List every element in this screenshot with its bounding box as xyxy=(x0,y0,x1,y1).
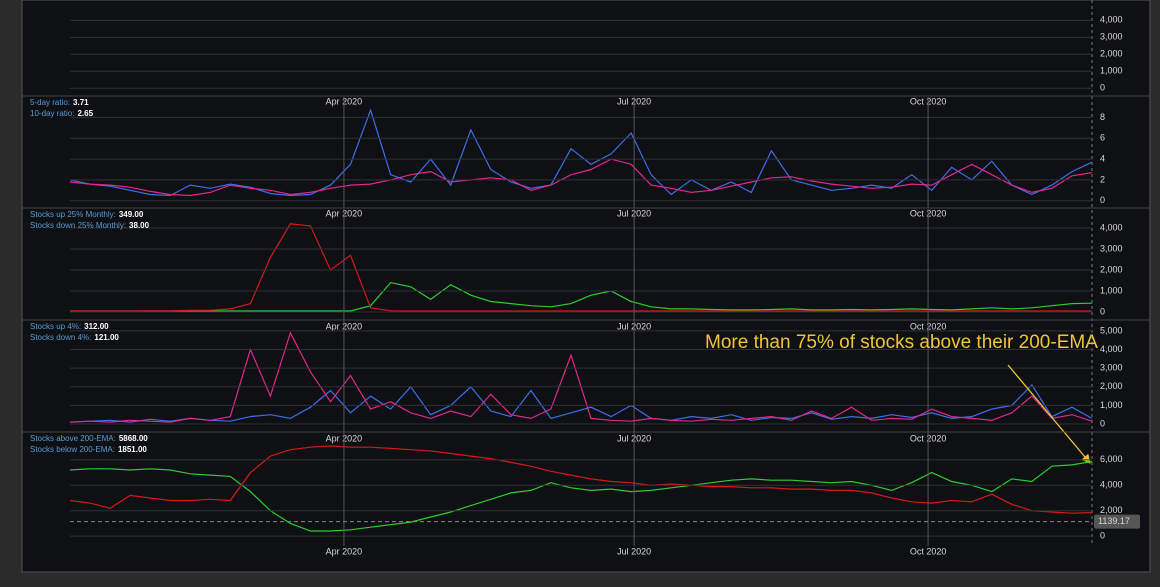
y-tick-label: 0 xyxy=(1100,418,1105,428)
y-tick-label: 1,000 xyxy=(1100,285,1123,295)
y-tick-label: 1,000 xyxy=(1100,66,1123,76)
legend-name: Stocks down 25% Monthly: xyxy=(30,221,126,230)
legend-value: 349.00 xyxy=(119,210,144,219)
y-tick-label: 5,000 xyxy=(1100,325,1123,335)
chart-background xyxy=(21,0,1151,573)
annotation-arrow xyxy=(1007,364,1091,464)
legend-value: 1851.00 xyxy=(118,445,147,454)
y-tick-label: 4,000 xyxy=(1100,222,1123,232)
panel xyxy=(70,445,1092,532)
y-tick-label: 2,000 xyxy=(1100,264,1123,274)
y-tick-label: 2,000 xyxy=(1100,381,1123,391)
legend-entry: 5-day ratio: 3.71 xyxy=(30,98,89,107)
x-tick-label: Jul 2020 xyxy=(617,546,651,556)
legend-value: 312.00 xyxy=(84,322,109,331)
legend-name: Stocks up 4%: xyxy=(30,322,81,331)
annotation: More than 75% of stocks above their 200-… xyxy=(705,332,1098,353)
y-tick-label: 8 xyxy=(1100,112,1105,122)
series-line xyxy=(70,108,1092,197)
series-line xyxy=(70,445,1092,514)
price-label: 1139.17 xyxy=(1098,516,1130,526)
legend-name: Stocks up 25% Monthly: xyxy=(30,210,116,219)
legend-entry: Stocks up 25% Monthly: 349.00 xyxy=(30,210,144,219)
y-tick-label: 1,000 xyxy=(1100,400,1123,410)
series-line xyxy=(70,281,1092,312)
legend-value: 2.65 xyxy=(77,109,93,118)
y-tick-label: 4,000 xyxy=(1100,344,1123,354)
price-box xyxy=(1094,514,1140,529)
legend-entry: Stocks above 200-EMA: 5868.00 xyxy=(30,434,148,443)
x-tick-label: Oct 2020 xyxy=(910,546,947,556)
y-tick-label: 0 xyxy=(1100,83,1105,93)
y-tick-label: 2,000 xyxy=(1100,505,1123,515)
legend-entry: Stocks up 4%: 312.00 xyxy=(30,322,109,331)
legend-entry: Stocks down 25% Monthly: 38.00 xyxy=(30,221,150,230)
legend-name: Stocks above 200-EMA: xyxy=(30,434,116,443)
series-line xyxy=(70,158,1092,197)
y-tick-label: 6,000 xyxy=(1100,454,1123,464)
y-tick-label: 0 xyxy=(1100,306,1105,316)
legend-entry: 10-day ratio: 2.65 xyxy=(30,109,94,118)
series-line xyxy=(70,383,1092,423)
y-tick-label: 2,000 xyxy=(1100,49,1123,59)
y-tick-label: 0 xyxy=(1100,530,1105,540)
y-tick-label: 6 xyxy=(1100,133,1105,143)
y-tick-label: 0 xyxy=(1100,195,1105,205)
legend-name: 5-day ratio: xyxy=(30,98,70,107)
legend-value: 3.71 xyxy=(73,98,89,107)
x-tick-label: Apr 2020 xyxy=(326,546,363,556)
y-tick-label: 2 xyxy=(1100,174,1105,184)
panel xyxy=(70,108,1092,197)
legend-name: 10-day ratio: xyxy=(30,109,74,118)
y-tick-label: 4 xyxy=(1100,153,1105,163)
legend-entry: Stocks down 4%: 121.00 xyxy=(30,333,119,342)
legend-value: 5868.00 xyxy=(119,434,148,443)
legend-value: 121.00 xyxy=(94,333,119,342)
series-line xyxy=(70,223,1092,312)
y-tick-label: 4,000 xyxy=(1100,480,1123,490)
y-tick-label: 3,000 xyxy=(1100,32,1123,42)
legend-name: Stocks down 4%: xyxy=(30,333,91,342)
y-tick-label: 3,000 xyxy=(1100,243,1123,253)
legend-value: 38.00 xyxy=(129,221,150,230)
series-line xyxy=(70,460,1092,532)
legend-name: Stocks below 200-EMA: xyxy=(30,445,115,454)
y-tick-label: 4,000 xyxy=(1100,15,1123,25)
legend-entry: Stocks below 200-EMA: 1851.00 xyxy=(30,445,147,454)
y-tick-label: 3,000 xyxy=(1100,363,1123,373)
panel xyxy=(70,223,1092,312)
